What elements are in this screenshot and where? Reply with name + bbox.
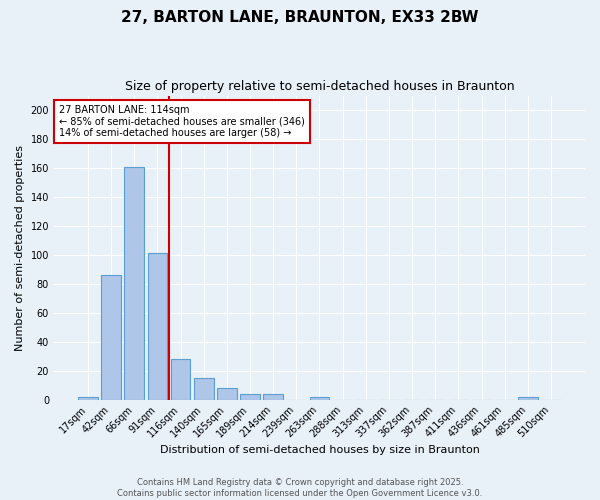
- Bar: [170, 359, 190, 400]
- Bar: [263, 394, 283, 400]
- Bar: [217, 388, 236, 400]
- Bar: [194, 378, 214, 400]
- Bar: [240, 394, 260, 400]
- Title: Size of property relative to semi-detached houses in Braunton: Size of property relative to semi-detach…: [125, 80, 514, 93]
- Bar: [518, 397, 538, 400]
- Bar: [101, 275, 121, 400]
- Bar: [124, 166, 144, 400]
- Text: 27, BARTON LANE, BRAUNTON, EX33 2BW: 27, BARTON LANE, BRAUNTON, EX33 2BW: [121, 10, 479, 25]
- Y-axis label: Number of semi-detached properties: Number of semi-detached properties: [15, 144, 25, 350]
- Text: Contains HM Land Registry data © Crown copyright and database right 2025.
Contai: Contains HM Land Registry data © Crown c…: [118, 478, 482, 498]
- Bar: [78, 397, 98, 400]
- X-axis label: Distribution of semi-detached houses by size in Braunton: Distribution of semi-detached houses by …: [160, 445, 479, 455]
- Bar: [148, 254, 167, 400]
- Text: 27 BARTON LANE: 114sqm
← 85% of semi-detached houses are smaller (346)
14% of se: 27 BARTON LANE: 114sqm ← 85% of semi-det…: [59, 104, 305, 138]
- Bar: [310, 397, 329, 400]
